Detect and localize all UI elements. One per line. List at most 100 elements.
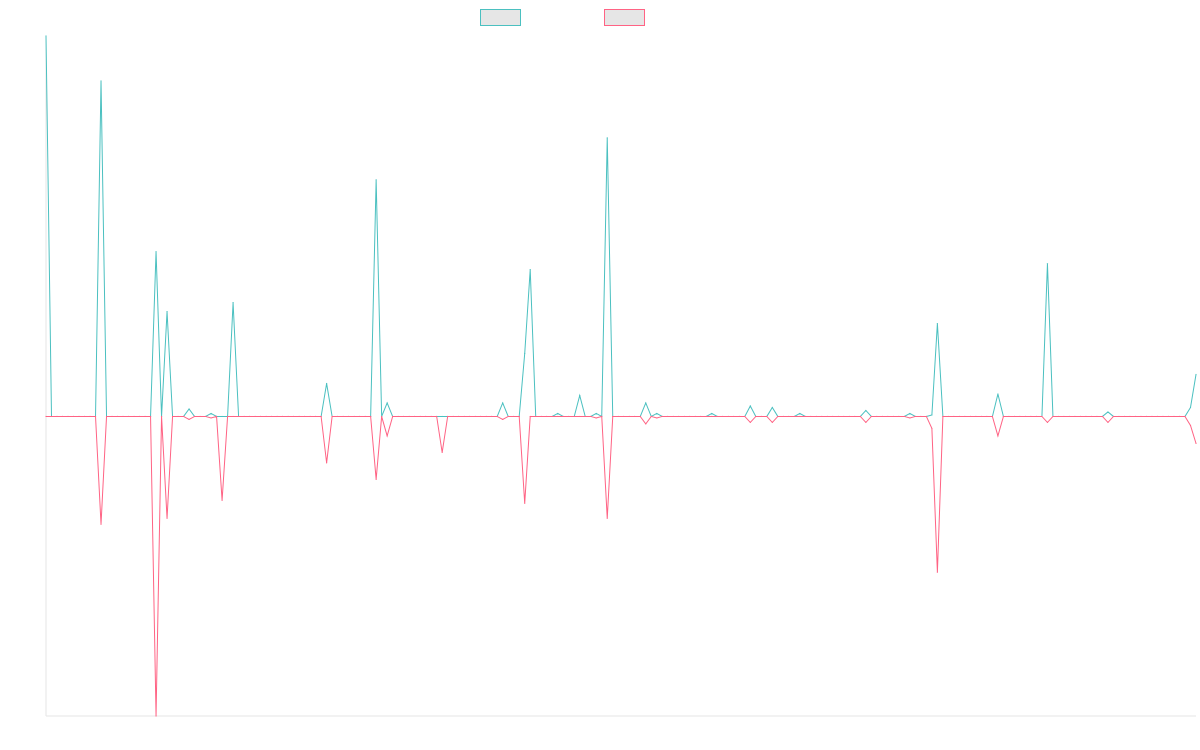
data-point[interactable] [254,415,256,418]
data-point[interactable] [1074,415,1076,418]
data-point[interactable] [1013,415,1016,418]
data-point[interactable] [166,310,168,313]
data-point[interactable] [909,417,911,419]
data-point[interactable] [386,402,388,404]
data-point[interactable] [936,322,938,325]
data-point[interactable] [870,415,872,418]
data-point[interactable] [848,415,850,418]
data-point[interactable] [755,415,757,418]
data-point[interactable] [1195,442,1197,444]
data-point[interactable] [199,415,201,418]
data-point[interactable] [122,415,124,418]
data-point[interactable] [1178,415,1181,418]
data-point[interactable] [821,415,823,418]
data-point[interactable] [749,405,751,407]
data-point[interactable] [634,415,636,418]
data-point[interactable] [89,415,91,418]
data-point[interactable] [661,415,663,418]
data-point[interactable] [969,415,972,418]
data-point[interactable] [546,415,548,418]
data-point[interactable] [265,415,267,418]
data-point[interactable] [749,421,751,424]
data-point[interactable] [826,415,828,418]
data-point[interactable] [645,423,647,425]
data-point[interactable] [711,412,713,415]
data-point[interactable] [771,421,773,424]
data-point[interactable] [45,35,47,37]
data-point[interactable] [975,415,977,418]
data-point[interactable] [760,415,762,418]
data-point[interactable] [458,415,460,418]
data-point[interactable] [837,415,839,418]
data-point[interactable] [793,415,795,418]
data-point[interactable] [155,715,157,717]
data-point[interactable] [920,415,922,418]
data-point[interactable] [348,415,350,418]
data-point[interactable] [1090,415,1093,418]
data-point[interactable] [485,415,487,418]
data-point[interactable] [287,415,289,418]
data-point[interactable] [936,571,938,573]
data-point[interactable] [947,415,949,418]
data-point[interactable] [430,415,432,418]
data-point[interactable] [579,415,581,418]
data-point[interactable] [777,415,779,418]
data-point[interactable] [232,302,234,304]
data-point[interactable] [678,415,680,418]
data-point[interactable] [403,415,405,418]
data-point[interactable] [1173,415,1175,418]
data-point[interactable] [1008,415,1010,418]
data-point[interactable] [931,414,933,416]
data-point[interactable] [892,415,894,418]
data-point[interactable] [656,417,658,419]
data-point[interactable] [397,415,399,418]
data-point[interactable] [282,415,284,418]
data-point[interactable] [1057,415,1060,418]
data-point[interactable] [375,478,377,480]
data-point[interactable] [1112,415,1115,418]
data-point[interactable] [144,415,146,418]
legend-item-2[interactable] [604,9,645,26]
data-point[interactable] [502,418,504,421]
data-point[interactable] [854,415,856,418]
data-point[interactable] [364,415,366,418]
data-point[interactable] [782,415,784,418]
data-point[interactable] [188,408,190,410]
data-point[interactable] [595,417,597,419]
data-point[interactable] [1096,415,1098,418]
data-point[interactable] [1052,415,1054,418]
data-point[interactable] [1167,415,1170,418]
data-point[interactable] [210,417,212,419]
data-point[interactable] [898,415,900,418]
data-point[interactable] [83,415,86,418]
data-point[interactable] [612,415,614,418]
data-point[interactable] [149,415,152,418]
data-point[interactable] [304,415,306,418]
data-point[interactable] [865,421,867,424]
data-point[interactable] [529,269,531,271]
data-point[interactable] [958,415,961,418]
data-point[interactable] [293,415,295,418]
data-point[interactable] [738,415,740,418]
data-point[interactable] [1030,415,1032,418]
data-point[interactable] [160,415,163,418]
data-point[interactable] [628,415,630,418]
data-point[interactable] [529,415,531,418]
data-point[interactable] [980,415,983,418]
data-point[interactable] [573,415,575,418]
data-point[interactable] [518,415,520,418]
data-point[interactable] [425,415,427,418]
data-point[interactable] [78,415,80,418]
data-point[interactable] [964,415,966,418]
data-point[interactable] [1079,415,1082,418]
data-point[interactable] [590,415,592,418]
data-point[interactable] [1145,415,1148,418]
data-point[interactable] [804,415,806,418]
data-point[interactable] [1035,415,1038,418]
data-point[interactable] [1085,415,1087,418]
data-point[interactable] [1134,415,1137,418]
data-point[interactable] [606,137,608,139]
data-point[interactable] [1189,424,1192,427]
data-point[interactable] [414,415,416,418]
data-point[interactable] [931,427,933,430]
